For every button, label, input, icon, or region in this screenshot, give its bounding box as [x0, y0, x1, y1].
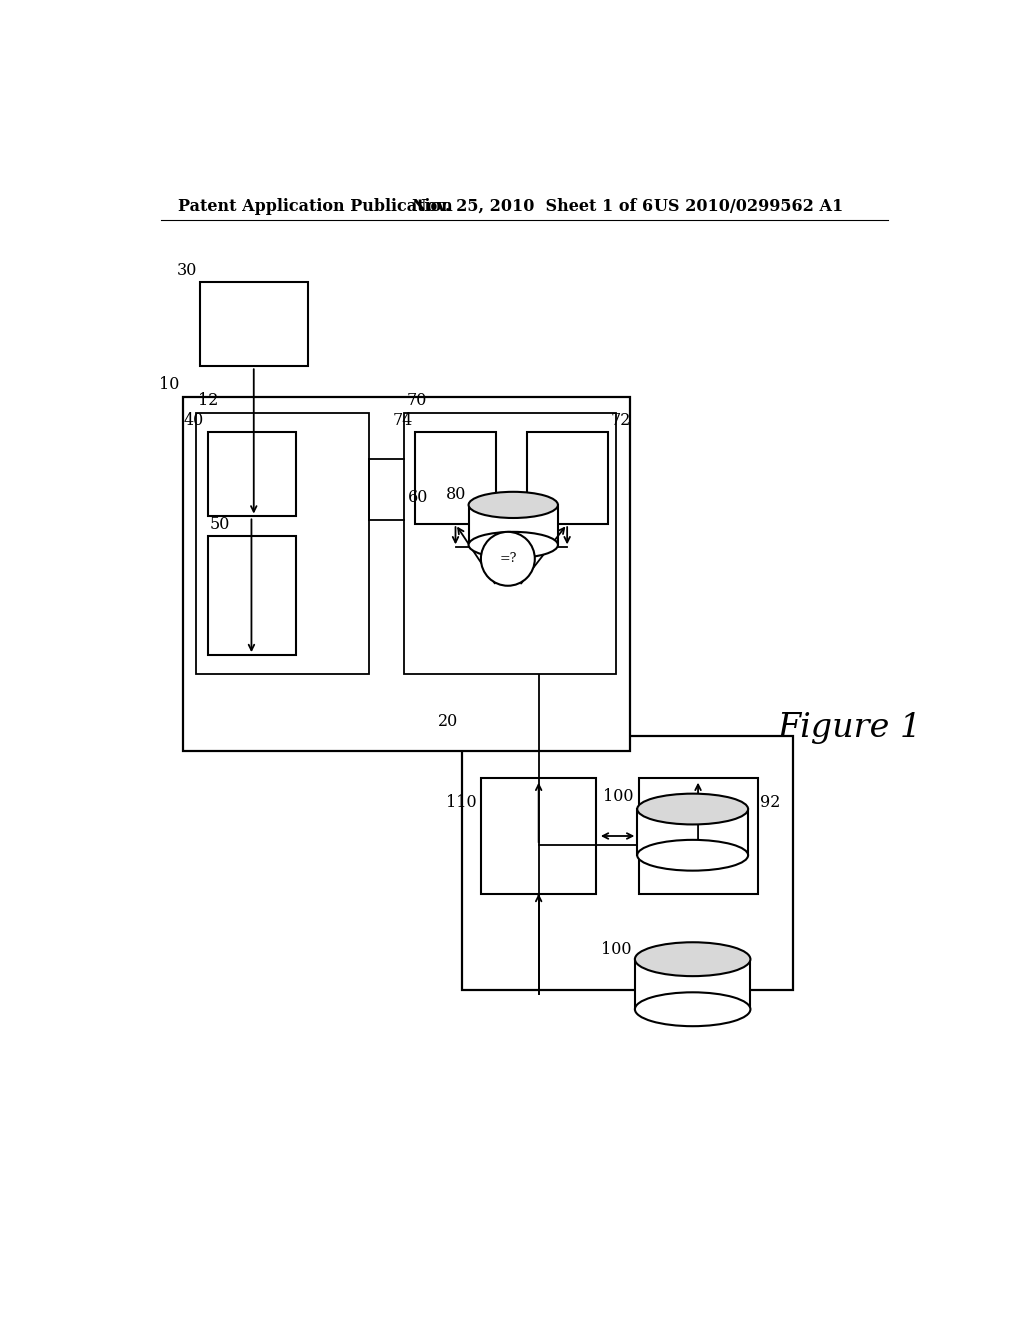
- Text: Figure 1: Figure 1: [777, 713, 922, 744]
- Text: 60: 60: [408, 490, 428, 507]
- Bar: [208, 536, 296, 655]
- Text: Nov. 25, 2010  Sheet 1 of 6: Nov. 25, 2010 Sheet 1 of 6: [412, 198, 652, 215]
- Text: 110: 110: [446, 793, 477, 810]
- Text: 20: 20: [437, 713, 458, 730]
- Bar: [635, 960, 751, 1010]
- Bar: [416, 432, 497, 524]
- Text: 12: 12: [199, 392, 219, 409]
- Text: 10: 10: [159, 376, 179, 393]
- Text: 72: 72: [610, 412, 631, 429]
- Ellipse shape: [469, 532, 558, 558]
- Circle shape: [481, 532, 535, 586]
- Bar: [481, 779, 596, 894]
- Ellipse shape: [637, 840, 749, 871]
- Bar: [469, 506, 558, 545]
- Bar: [208, 432, 296, 516]
- Bar: [462, 737, 793, 990]
- Text: 74: 74: [393, 412, 413, 429]
- Text: 30: 30: [177, 263, 198, 280]
- Text: US 2010/0299562 A1: US 2010/0299562 A1: [654, 198, 844, 215]
- Bar: [637, 809, 749, 855]
- Text: 40: 40: [183, 412, 204, 429]
- Text: 100: 100: [603, 788, 634, 805]
- Ellipse shape: [635, 942, 751, 977]
- Text: 50: 50: [210, 516, 230, 533]
- Text: 80: 80: [445, 486, 466, 503]
- Text: =?: =?: [499, 552, 516, 565]
- Bar: [639, 779, 758, 894]
- Bar: [403, 413, 615, 675]
- Text: 92: 92: [761, 793, 780, 810]
- Text: Patent Application Publication: Patent Application Publication: [178, 198, 453, 215]
- Bar: [527, 432, 608, 524]
- Bar: [196, 413, 370, 675]
- Ellipse shape: [469, 492, 558, 517]
- Ellipse shape: [637, 793, 749, 825]
- Text: 100: 100: [600, 941, 631, 958]
- Bar: [183, 397, 630, 751]
- Ellipse shape: [635, 993, 751, 1026]
- Text: 70: 70: [407, 392, 427, 409]
- Bar: [200, 281, 307, 367]
